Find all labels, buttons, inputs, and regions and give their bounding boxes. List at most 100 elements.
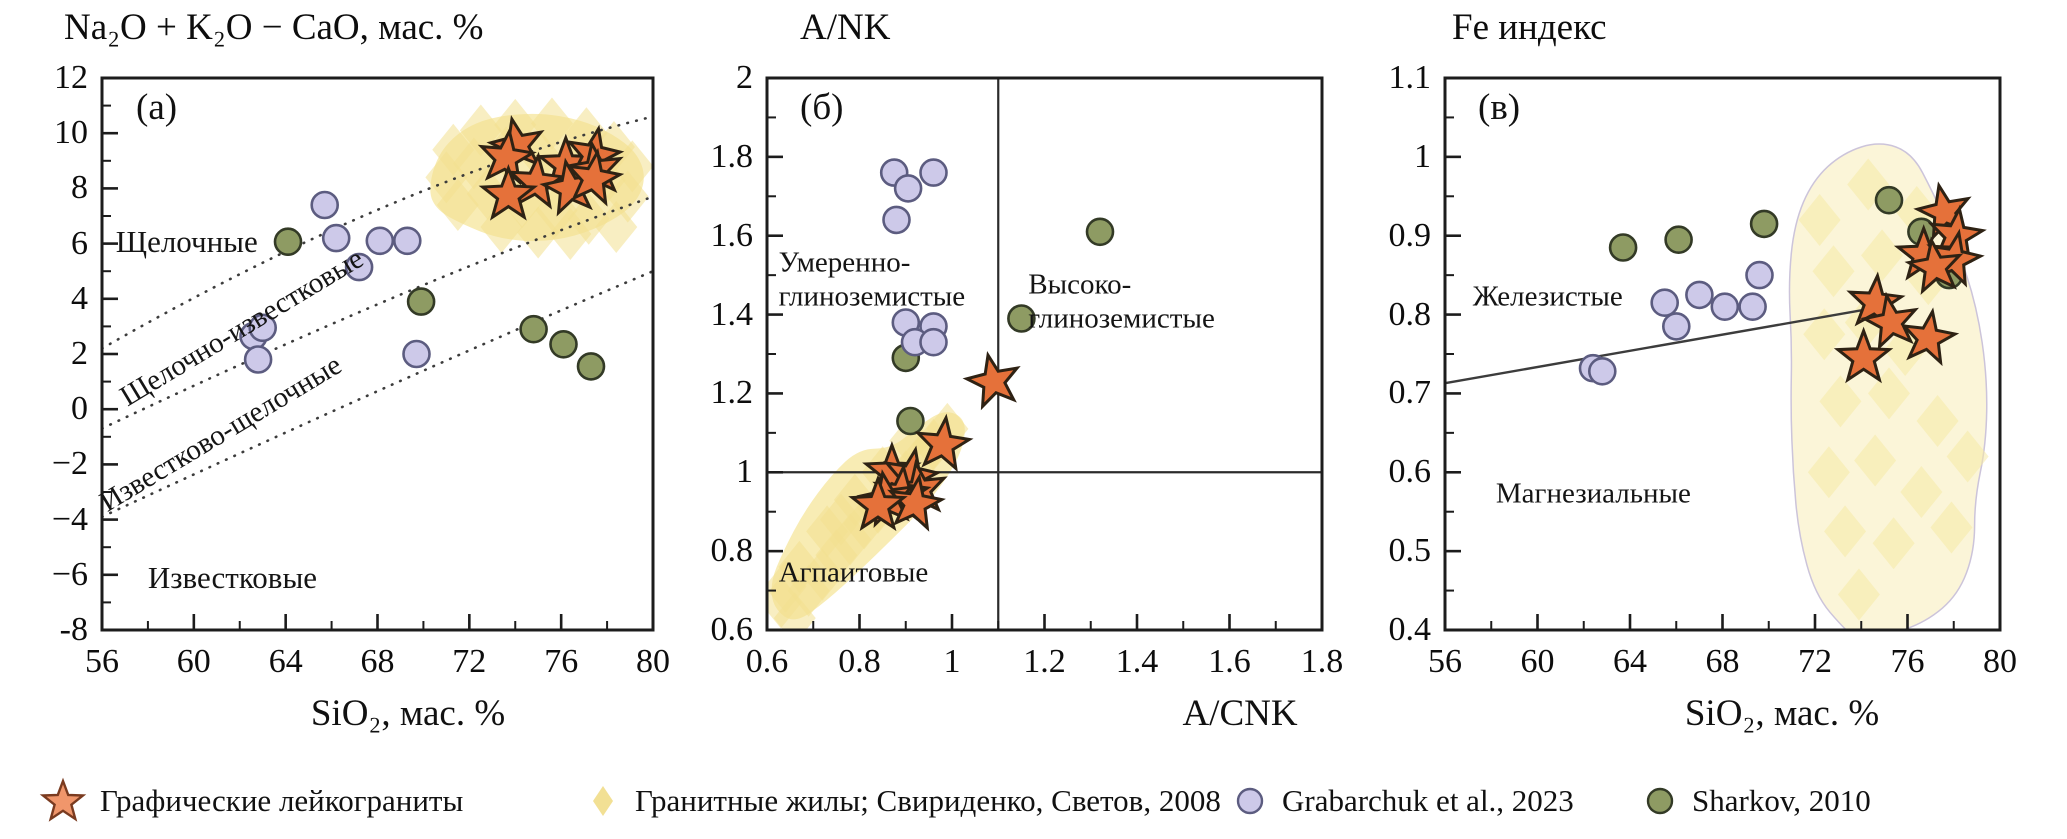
region-label: Высоко- [1028,268,1132,301]
data-point-circle [1085,217,1115,247]
data-point-circle [248,313,278,343]
y-tick-label: 2 [71,335,88,372]
x-tick-label: 72 [452,643,487,680]
legend-item-granite-veins: Гранитные жилы; Свириденко, Светов, 2008 [583,775,1221,827]
region-label: Щелочные [115,224,258,260]
field-diamond [1872,517,1915,570]
data-point-circle [1608,233,1638,262]
series-olive [891,217,1115,436]
field-diamond [1819,375,1862,428]
x-tick-label: 68 [360,643,395,680]
x-tick-label: 72 [1798,643,1832,680]
panel-v-letter: (в) [1478,87,1521,128]
data-point-circle [1745,260,1774,290]
data-point-star [887,472,946,532]
y-tick-label: 0.4 [1388,611,1432,648]
data-point-circle [392,226,422,256]
data-point-star [478,164,539,221]
legend-item-leucogranites: Графические лейкограниты [38,775,463,827]
star-icon [39,777,87,822]
x-tick-label: 1.2 [1023,643,1066,680]
field-diamond [1824,505,1867,558]
x-tick-label: 64 [1613,643,1647,680]
data-point-circle [1874,185,1904,215]
y-tick-label: 1.2 [710,374,754,412]
panel-v-xaxis-name: SiO₂, мас. % [1684,693,1880,734]
data-point-circle [344,252,374,282]
data-point-circle [406,287,436,316]
y-tick-label: 0.8 [1388,295,1432,333]
x-tick-label: 1.8 [1300,643,1344,680]
field-diamond [820,493,862,546]
field-diamond [1946,430,1989,483]
region-label: Умеренно- [778,246,911,279]
data-point-star [962,351,1021,411]
region-label: глиноземистые [778,280,966,313]
field-diamond [480,201,523,254]
data-point-circle [310,190,340,220]
data-point-star [914,413,974,473]
y-tick-label: 0.6 [710,611,754,648]
y-tick-label: 4 [71,279,88,317]
data-point-circle [919,158,948,187]
data-point-circle [549,329,578,359]
series-leucogranites [848,351,1021,532]
axis-ticks [1443,76,2002,632]
data-point-circle [402,339,431,369]
y-tick-label: 0.9 [1388,216,1432,254]
field-layer [1788,143,1989,630]
region-label: Агпаитовые [778,556,929,589]
data-point-star [1833,326,1894,384]
data-point-circle [519,314,548,344]
legend-label: Sharkov, 2010 [1692,783,1871,818]
data-point-circle [365,226,395,256]
x-tick-label: 1.6 [1208,643,1251,680]
data-point-circle [896,406,925,436]
y-tick-label: 1.1 [1388,59,1432,96]
y-tick-label: 1 [1414,137,1431,175]
y-tick-label: 0.6 [1388,453,1432,491]
plots-svg [100,76,2002,632]
diamond-icon [593,786,613,816]
x-tick-label: 80 [1983,643,2017,680]
x-tick-label: 56 [85,643,119,680]
field-diamond [1803,308,1846,361]
field-diamond [1854,434,1897,487]
series-purple [879,158,948,357]
y-tick-label: 1.8 [710,137,754,175]
y-tick-label: 0 [71,390,88,428]
data-point-circle [576,352,606,381]
y-tick-label: 1 [736,453,753,491]
data-point-circle [1650,288,1679,318]
fe-boundary-line [1444,303,1892,385]
x-tick-label: 1 [943,643,961,680]
legend-item-sharkov: Sharkov, 2010 [1640,775,1871,827]
y-tick-label: 1.6 [710,216,754,254]
y-tick-label: −4 [51,500,88,538]
data-point-circle [893,174,923,203]
field-diamond [1837,568,1880,621]
panel-b-xaxis-name: A/CNK [1182,693,1298,734]
field-diamond [611,140,653,193]
data-point-circle [1738,292,1767,322]
field-layer [102,97,653,519]
data-point-circle [1007,304,1036,333]
data-point-circle [1685,280,1714,310]
data-point-circle [1588,356,1617,386]
data-point-star [565,147,625,207]
series-leucogranites [477,115,625,221]
y-tick-label: 8 [71,169,88,207]
field-diamond [517,206,560,259]
legend-label: Grabarchuk et al., 2023 [1282,783,1574,818]
x-tick-label: 80 [636,643,670,680]
x-tick-label: 60 [1520,643,1555,680]
y-tick-label: 10 [54,114,88,152]
y-tick-label: −2 [51,445,88,483]
y-tick-label: −6 [51,555,88,593]
axis-ticks [765,76,1324,632]
y-tick-label: 6 [71,224,88,262]
field-diamond [1812,245,1855,298]
panel-a-title: Na₂O + K₂O − CaO, мас. % [64,7,484,48]
data-point-circle [273,227,303,256]
